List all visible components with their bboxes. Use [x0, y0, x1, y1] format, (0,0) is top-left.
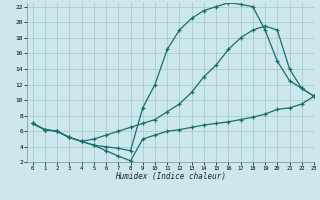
X-axis label: Humidex (Indice chaleur): Humidex (Indice chaleur)	[115, 172, 226, 181]
